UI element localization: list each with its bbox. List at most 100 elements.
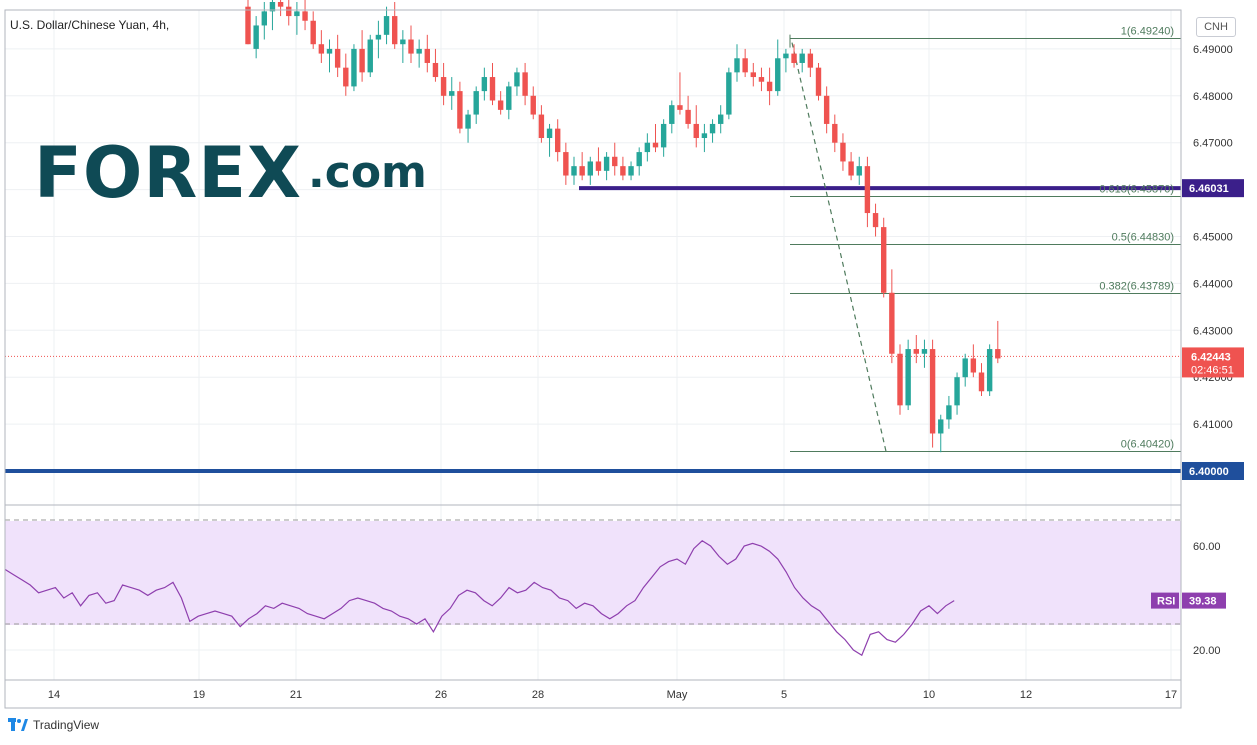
x-tick-label: 28 [532, 689, 544, 701]
fib-label: 1(6.49240) [1121, 26, 1174, 38]
y-tick-label: 6.45000 [1193, 232, 1233, 244]
candle-body [392, 16, 398, 45]
candle-body [571, 166, 577, 176]
candle-body [514, 72, 520, 87]
y-tick-label: 6.47000 [1193, 138, 1233, 150]
x-tick-label: 12 [1020, 689, 1032, 701]
candle-body [367, 39, 373, 73]
candle-body [416, 48, 422, 54]
candle-body [587, 161, 593, 176]
chart-frame [4, 9, 1182, 709]
candle-body [709, 123, 716, 134]
axes: 1419212628May51012176.400006.410006.4200… [48, 44, 1233, 701]
candle-body [473, 91, 479, 115]
candle-body [897, 353, 903, 406]
rsi-tick-label: 60.00 [1193, 541, 1221, 553]
candle-body [685, 109, 691, 124]
candle-body [864, 166, 871, 214]
candle-body [970, 358, 977, 373]
candle-body [269, 2, 276, 12]
candle-body [921, 349, 928, 354]
candle-body [652, 142, 659, 148]
fib-label: 0.382(6.43789) [1099, 281, 1174, 293]
candle-body [636, 152, 642, 167]
candle-body [734, 58, 740, 73]
fib-trend-line [791, 42, 887, 452]
candle-body [334, 48, 341, 68]
candle-body [938, 419, 944, 434]
candle-body [546, 128, 553, 139]
candle-body [530, 95, 536, 115]
y-tick-label: 6.41000 [1193, 419, 1233, 431]
rsi-value-tag-bg [1182, 592, 1226, 609]
candle-body [506, 86, 512, 110]
candle-body [449, 91, 455, 96]
y-tick-label: 6.48000 [1193, 91, 1233, 103]
resistance-price-tag-bg [1182, 179, 1244, 198]
candle-body [750, 72, 756, 78]
candle-body [489, 77, 496, 101]
candle-body [294, 11, 300, 17]
fib-label: 0.5(6.44830) [1112, 232, 1174, 244]
horizontal-levels [5, 186, 1181, 473]
candle-body [660, 123, 667, 148]
candle-body [913, 349, 919, 354]
tradingview-credit[interactable]: TradingView [8, 718, 99, 732]
rsi-value-tag: 39.38 [1189, 596, 1217, 608]
candle-body [881, 227, 887, 293]
candle-body [620, 166, 626, 176]
candle-body [612, 156, 618, 167]
rsi-line [4, 540, 955, 657]
candle-body [718, 114, 724, 124]
candle-body [693, 123, 699, 139]
candle-body [905, 349, 911, 406]
last-price-tag: 6.42443 [1191, 351, 1231, 363]
tradingview-label: TradingView [33, 718, 100, 732]
candle-body [538, 114, 545, 139]
candle-body [775, 58, 781, 92]
resistance-price-tag: 6.46031 [1189, 183, 1229, 195]
rsi-name-tag: RSI [1157, 596, 1175, 608]
candle-body [832, 123, 838, 143]
candle-body [954, 377, 960, 406]
candle-body [465, 114, 471, 129]
candle-body [310, 20, 316, 45]
y-tick-label: 6.43000 [1193, 325, 1233, 337]
candle-body [783, 53, 789, 59]
candle-body [962, 358, 968, 378]
candle-body [701, 133, 708, 139]
candle-body [644, 142, 651, 153]
candle-body [628, 166, 634, 176]
candle-body [400, 39, 406, 45]
candle-body [497, 100, 504, 110]
candle-body [253, 25, 259, 49]
candle-body [457, 91, 463, 129]
support-price-tag: 6.40000 [1189, 466, 1229, 478]
candle-body [669, 105, 675, 124]
candle-body [807, 53, 814, 68]
candle-body [343, 67, 349, 87]
candle-body [603, 156, 610, 171]
candle-body [286, 6, 292, 17]
candle-body [677, 105, 683, 110]
candle-body [726, 72, 732, 115]
candle-body [815, 67, 822, 96]
candle-body [758, 77, 765, 82]
candle-body [856, 166, 862, 176]
candle-body [245, 6, 251, 45]
candle-body [277, 2, 284, 7]
candle-body [840, 142, 846, 162]
candle-body [481, 77, 488, 92]
support-price-tag-bg [1182, 462, 1244, 480]
candle-body [261, 11, 267, 26]
y-tick-label: 6.44000 [1193, 278, 1233, 290]
candle-body [302, 11, 308, 21]
candle-body [791, 53, 797, 63]
candle-body [375, 34, 382, 40]
currency-badge[interactable]: CNH [1196, 17, 1236, 37]
x-tick-label: 19 [193, 689, 205, 701]
candle-body [742, 58, 748, 73]
candle-body [440, 77, 447, 96]
fib-label: 0.618(6.45870) [1099, 184, 1174, 196]
